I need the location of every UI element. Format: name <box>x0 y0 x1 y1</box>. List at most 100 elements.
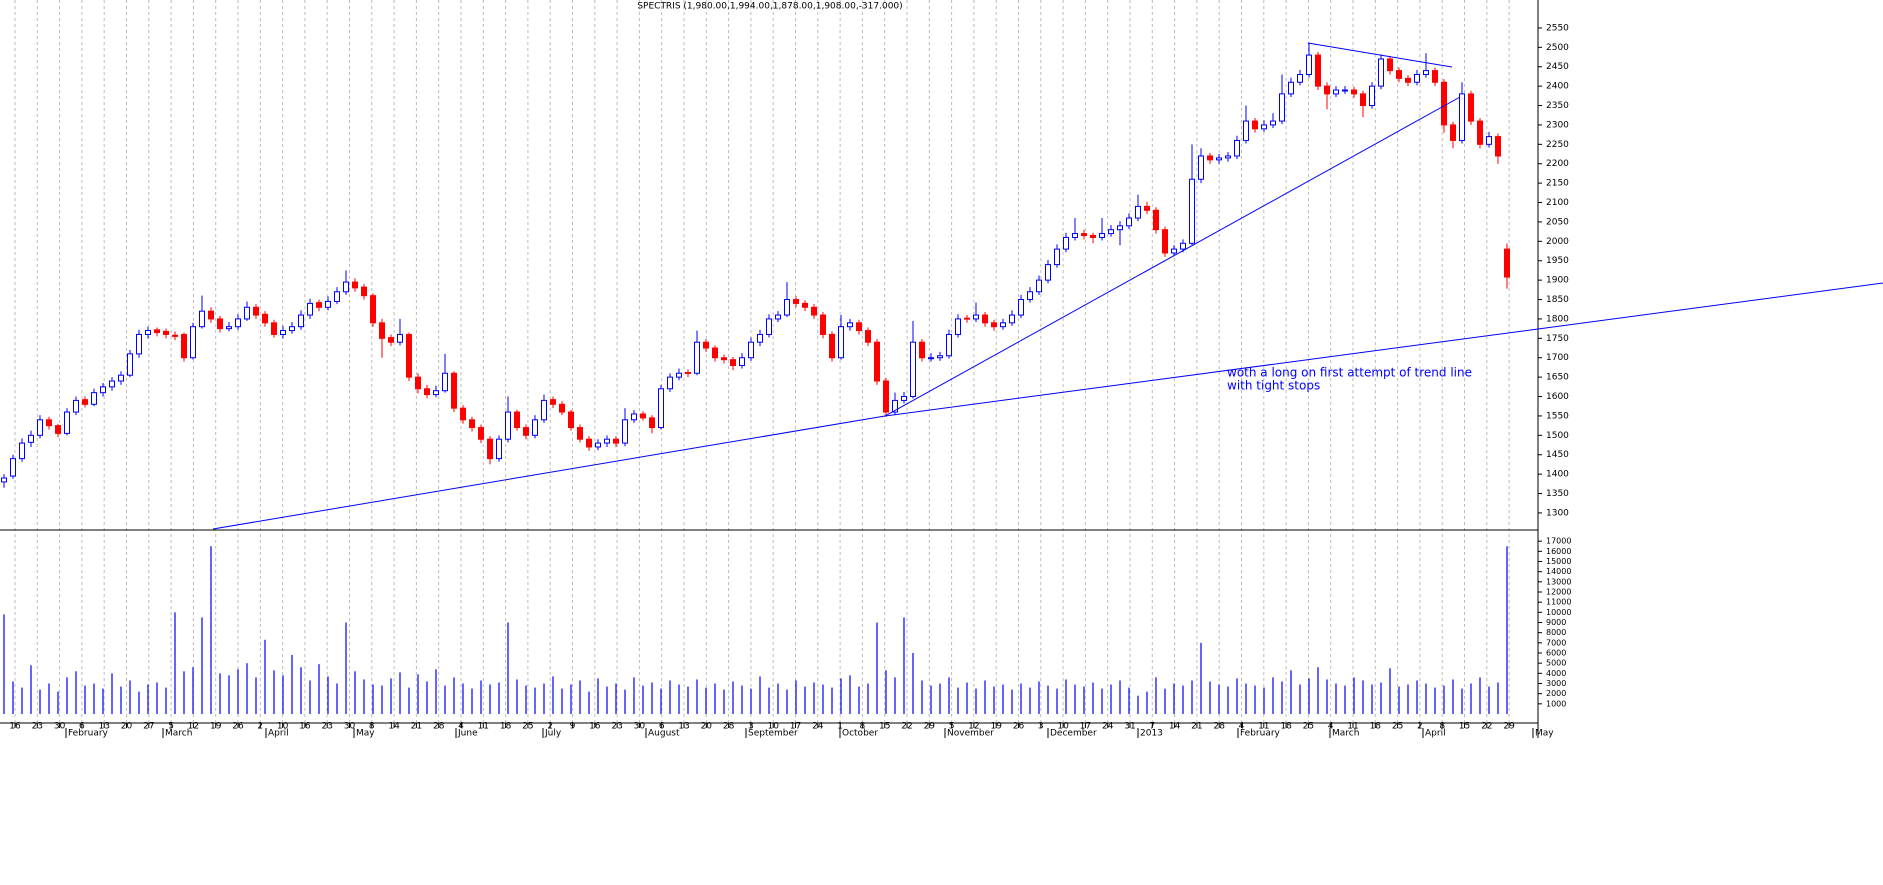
candle-body <box>622 419 628 444</box>
x-tick-label: 25 <box>1392 722 1403 732</box>
candle-body <box>1108 229 1114 235</box>
candle-body <box>190 326 196 359</box>
candle-body <box>1261 124 1267 130</box>
candle-body <box>703 341 709 349</box>
x-tick-label: 31 <box>1124 722 1135 732</box>
volume-tick-label: 17000 <box>1546 537 1571 546</box>
x-tick-label: 28 <box>433 722 445 732</box>
x-tick-label: 2 <box>257 722 263 732</box>
candle-body <box>55 425 61 434</box>
candle-body <box>226 326 232 330</box>
candle-body <box>1432 70 1438 83</box>
candle-body <box>1504 248 1510 278</box>
x-tick-label: 5 <box>949 722 955 732</box>
y-tick-label: 1500 <box>1546 431 1569 441</box>
y-tick-label: 1700 <box>1546 353 1569 363</box>
x-tick-label: 14 <box>388 722 400 732</box>
candle-body <box>1450 124 1456 141</box>
x-tick-label: 3 <box>748 722 754 732</box>
x-tick-label: 12 <box>188 722 199 732</box>
x-tick-label: 27 <box>143 722 154 732</box>
volume-tick-label: 6000 <box>1546 649 1566 658</box>
candle-body <box>343 281 349 293</box>
volume-tick-label: 12000 <box>1546 588 1571 597</box>
candle-body <box>1117 225 1123 231</box>
y-tick-label: 2200 <box>1546 159 1569 169</box>
x-tick-label: 6 <box>79 722 85 732</box>
candle-body <box>595 442 601 448</box>
candle-body <box>694 341 700 374</box>
y-tick-label: 1550 <box>1546 411 1569 421</box>
candle-body <box>577 427 583 440</box>
candle-body <box>1009 314 1015 324</box>
candle-body <box>325 300 331 308</box>
candle-body <box>1279 93 1285 122</box>
candle-body <box>784 299 790 316</box>
x-tick-label: 23 <box>321 722 332 732</box>
candle-body <box>541 399 547 421</box>
x-tick-label: 30 <box>344 722 356 732</box>
x-tick-label: 23 <box>611 722 622 732</box>
x-tick-label: 16 <box>9 722 21 732</box>
x-tick-label: 11 <box>1347 722 1358 732</box>
candle-body <box>757 333 763 343</box>
candle-body <box>1369 85 1375 107</box>
candle-body <box>865 330 871 343</box>
chart-title: SPECTRIS (1,980.00,1,994.00,1,878.00,1,9… <box>637 2 902 12</box>
x-tick-label: 25 <box>522 722 533 732</box>
y-tick-label: 2100 <box>1546 198 1569 208</box>
y-tick-label: 1950 <box>1546 256 1569 266</box>
candle-body <box>136 333 142 355</box>
candle-body <box>766 318 772 335</box>
candle-body <box>910 341 916 398</box>
x-tick-label: 8 <box>369 722 375 732</box>
candle-body <box>361 286 367 297</box>
candle-body <box>1405 77 1411 83</box>
x-tick-label: 11 <box>1258 722 1269 732</box>
month-label: May <box>1535 729 1554 739</box>
x-tick-label: 15 <box>1459 722 1470 732</box>
candle-body <box>1306 54 1312 75</box>
candle-body <box>955 318 961 335</box>
candle-body <box>280 330 286 335</box>
candle-body <box>217 318 223 330</box>
x-tick-label: 9 <box>570 722 576 732</box>
x-tick-label: 11 <box>478 722 489 732</box>
candle-body <box>991 322 997 328</box>
y-tick-label: 2500 <box>1546 43 1569 53</box>
x-tick-label: 29 <box>1503 722 1515 732</box>
candle-body <box>1063 236 1069 250</box>
candle-body <box>100 386 106 394</box>
candle-body <box>307 302 313 316</box>
candle-body <box>145 330 151 335</box>
candle-body <box>1207 155 1213 161</box>
x-tick-label: 28 <box>1213 722 1225 732</box>
x-tick-label: 17 <box>1080 722 1091 732</box>
y-tick-label: 2400 <box>1546 82 1569 92</box>
candle-body <box>1216 157 1222 161</box>
candle-body <box>829 333 835 359</box>
candle-body <box>1180 242 1186 250</box>
candle-body <box>1144 205 1150 211</box>
candle-body <box>901 396 907 401</box>
candle-body <box>1378 58 1384 87</box>
candle-body <box>631 413 637 421</box>
candle-body <box>1351 89 1357 95</box>
candle-body <box>451 372 457 409</box>
candle-body <box>1198 155 1204 180</box>
candle-body <box>199 310 205 328</box>
candle-body <box>1126 217 1132 227</box>
annotation: woth a long on first attempt of trend li… <box>1227 366 1472 380</box>
x-tick-label: 3 <box>1038 722 1044 732</box>
candle-body <box>181 333 187 359</box>
candle-body <box>1054 248 1060 266</box>
x-tick-label: 24 <box>812 722 824 732</box>
x-tick-label: 29 <box>924 722 936 732</box>
month-label: February <box>1240 729 1281 739</box>
candle-body <box>298 314 304 328</box>
month-label: September <box>748 729 798 739</box>
x-tick-label: 7 <box>1149 722 1155 732</box>
candle-body <box>793 299 799 304</box>
candle-body <box>1333 89 1339 95</box>
